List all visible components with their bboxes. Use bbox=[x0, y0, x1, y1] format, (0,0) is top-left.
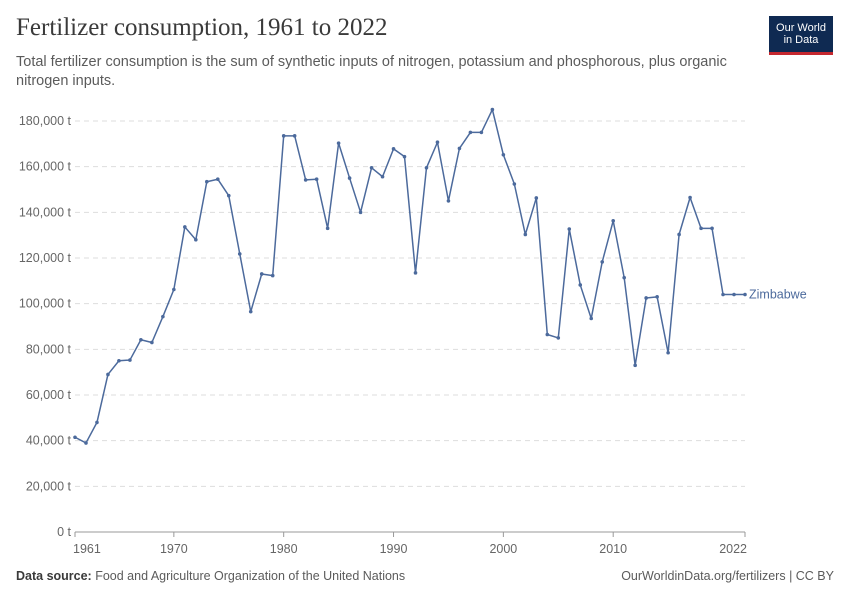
data-point bbox=[402, 154, 407, 159]
logo-line-1: Our World bbox=[776, 21, 826, 34]
license-link[interactable]: OurWorldinData.org/fertilizers | CC BY bbox=[621, 569, 834, 583]
data-point bbox=[589, 316, 594, 321]
x-axis: 1961 1970 1980 1990 2000 2010 2022 bbox=[73, 531, 747, 556]
y-gridlines bbox=[75, 120, 745, 487]
data-source: Data source: Food and Agriculture Organi… bbox=[16, 569, 405, 583]
data-source-text: Food and Agriculture Organization of the… bbox=[95, 569, 406, 583]
data-point bbox=[95, 420, 99, 425]
data-point bbox=[325, 226, 330, 231]
data-point bbox=[205, 179, 209, 184]
data-point bbox=[369, 166, 374, 170]
x-tick-label: 1970 bbox=[160, 542, 188, 556]
data-point bbox=[479, 130, 484, 135]
data-point bbox=[688, 195, 692, 200]
y-tick-label: 60,000 t bbox=[26, 388, 72, 402]
data-point bbox=[248, 309, 253, 314]
x-tick-label: 1990 bbox=[380, 542, 408, 556]
data-point bbox=[215, 177, 220, 182]
data-point bbox=[633, 363, 637, 368]
data-point bbox=[391, 147, 396, 151]
y-tick-label: 20,000 t bbox=[26, 479, 72, 493]
x-tick-label: 1980 bbox=[270, 542, 298, 556]
data-point bbox=[567, 227, 572, 231]
x-tick-label: 1961 bbox=[73, 542, 101, 556]
chart-subtitle: Total fertilizer consumption is the sum … bbox=[16, 54, 727, 89]
y-tick-label: 100,000 t bbox=[19, 297, 72, 311]
data-point bbox=[710, 226, 714, 231]
series-line-zimbabwe bbox=[74, 108, 745, 444]
series-group: Zimbabwe bbox=[73, 107, 807, 445]
data-point bbox=[314, 177, 319, 182]
data-point bbox=[172, 287, 176, 292]
data-point bbox=[556, 336, 561, 340]
y-tick-label: 140,000 t bbox=[19, 205, 72, 219]
data-point bbox=[347, 176, 352, 180]
chart-title: Fertilizer consumption, 1961 to 2022 bbox=[16, 14, 388, 41]
data-point bbox=[512, 182, 517, 186]
data-point bbox=[259, 272, 264, 276]
data-point bbox=[194, 237, 198, 242]
data-point bbox=[281, 134, 286, 138]
data-point bbox=[435, 140, 440, 145]
x-tick-label: 2000 bbox=[489, 542, 517, 556]
data-point bbox=[380, 174, 385, 179]
data-point bbox=[677, 232, 681, 237]
data-point bbox=[270, 273, 275, 278]
data-point bbox=[117, 358, 121, 363]
data-point bbox=[73, 435, 77, 440]
y-tick-label: 180,000 t bbox=[19, 114, 72, 128]
data-point bbox=[743, 292, 747, 297]
data-point bbox=[545, 332, 550, 337]
data-point bbox=[721, 292, 725, 297]
data-point bbox=[303, 178, 308, 182]
data-point bbox=[424, 166, 429, 170]
data-point bbox=[139, 337, 143, 342]
data-point bbox=[468, 130, 473, 135]
data-point bbox=[666, 350, 670, 355]
data-point bbox=[578, 283, 583, 287]
data-point bbox=[457, 146, 462, 151]
data-point bbox=[84, 441, 88, 445]
data-point bbox=[732, 292, 736, 297]
data-point bbox=[161, 314, 165, 319]
data-point bbox=[183, 225, 187, 229]
data-point bbox=[413, 271, 418, 275]
data-point bbox=[644, 296, 648, 300]
data-point bbox=[446, 199, 451, 203]
data-point bbox=[490, 107, 495, 112]
data-point bbox=[600, 260, 605, 264]
data-point bbox=[358, 210, 363, 215]
x-tick-label: 2010 bbox=[599, 542, 627, 556]
data-point bbox=[292, 134, 297, 138]
y-tick-label: 0 t bbox=[57, 525, 71, 539]
data-point bbox=[150, 340, 154, 345]
data-point bbox=[237, 252, 242, 256]
data-point bbox=[655, 295, 659, 299]
data-point bbox=[128, 358, 132, 362]
data-source-label: Data source: bbox=[16, 569, 92, 583]
data-point bbox=[226, 193, 231, 198]
owid-logo[interactable]: Our World in Data bbox=[769, 16, 833, 55]
data-point bbox=[336, 141, 341, 145]
data-point bbox=[622, 275, 626, 280]
y-axis-tick-labels: 0 t 20,000 t 40,000 t 60,000 t 80,000 t 100,0… bbox=[19, 114, 72, 539]
data-point bbox=[611, 218, 615, 223]
data-point bbox=[534, 196, 539, 200]
data-point bbox=[699, 226, 703, 231]
data-point bbox=[523, 232, 528, 237]
data-point bbox=[501, 152, 506, 157]
data-point bbox=[106, 372, 110, 377]
logo-line-2: in Data bbox=[783, 34, 819, 46]
series-label: Zimbabwe bbox=[749, 288, 807, 302]
y-tick-label: 160,000 t bbox=[19, 160, 72, 174]
y-tick-label: 40,000 t bbox=[26, 434, 72, 448]
y-tick-label: 80,000 t bbox=[26, 342, 72, 356]
x-tick-label: 2022 bbox=[719, 542, 747, 556]
y-tick-label: 120,000 t bbox=[19, 251, 72, 265]
